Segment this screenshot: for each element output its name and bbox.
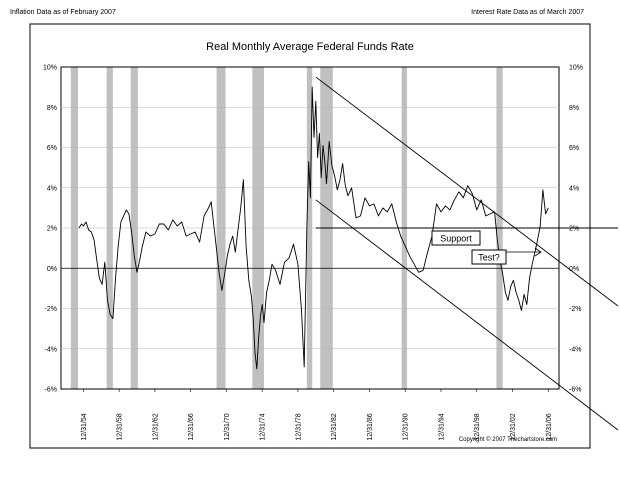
y-tick-label-right: 6% [569, 145, 579, 152]
x-tick-label: 12/31/62 [152, 413, 159, 440]
y-tick-label-right: -4% [569, 346, 581, 353]
test-label: Test? [478, 253, 500, 263]
x-tick-label: 12/31/94 [438, 413, 445, 440]
y-tick-label-right: 8% [569, 105, 579, 112]
y-tick-label-right: 0% [569, 266, 579, 273]
y-tick-label-left: 8% [47, 105, 57, 112]
y-tick-label-left: -2% [45, 306, 57, 313]
x-tick-label: 12/31/74 [260, 413, 267, 440]
channel-upper-line [315, 76, 619, 307]
y-tick-label-left: 4% [47, 185, 57, 192]
y-tick-label-left: 10% [43, 65, 57, 72]
support-label: Support [440, 234, 472, 244]
interest-rate-data-note: Interest Rate Data as of March 2007 [471, 9, 584, 16]
y-tick-label-left: 6% [47, 145, 57, 152]
test-arrow-head [534, 247, 542, 257]
x-tick-label: 12/31/98 [474, 413, 481, 440]
x-tick-label: 12/31/66 [188, 413, 195, 440]
x-tick-label: 12/31/70 [224, 413, 231, 440]
x-tick-label: 12/31/86 [367, 413, 374, 440]
x-tick-label: 12/31/78 [295, 413, 302, 440]
x-tick-label: 12/31/02 [510, 413, 517, 440]
y-tick-labels: -6% -6% -4% -4% -2% -2% 0% 0% 2% 2% 4% 4% 6% 6% 8% 8% 10… [43, 65, 583, 394]
y-tick-label-right: 10% [569, 65, 583, 72]
y-tick-label-right: -2% [569, 306, 581, 313]
x-tick-label: 12/31/06 [546, 413, 553, 440]
support-label-box [431, 230, 481, 246]
inflation-data-note: Inflation Data as of February 2007 [10, 9, 116, 16]
y-tick-label-right: 4% [569, 185, 579, 192]
y-tick-label-right: -6% [569, 387, 581, 394]
x-tick-label: 12/31/90 [403, 413, 410, 440]
y-tick-label-left: 2% [47, 226, 57, 233]
x-tick-label: 12/31/82 [331, 413, 338, 440]
x-tick-label: 12/31/54 [81, 413, 88, 440]
y-tick-label-left: -6% [45, 387, 57, 394]
y-tick-label-left: 0% [47, 266, 57, 273]
x-tick-labels: 12/31/54 12/31/58 12/31/62 12/31/66 12/31/70… [81, 389, 553, 441]
test-callout: Test? [471, 249, 507, 265]
chart-title: Real Monthly Average Federal Funds Rate [206, 41, 414, 53]
rate-series [78, 86, 549, 370]
support-callout: Support [431, 230, 481, 246]
channel-lower-line [315, 199, 619, 431]
y-tick-label-left: -4% [45, 346, 57, 353]
annotations [315, 76, 619, 431]
copyright: Copyright © 2007 Thechartstore.com [459, 436, 557, 443]
series-line [78, 86, 549, 370]
y-tick-label-right: 2% [569, 226, 579, 233]
test-label-box [471, 249, 507, 265]
x-tick-label: 12/31/58 [117, 413, 124, 440]
